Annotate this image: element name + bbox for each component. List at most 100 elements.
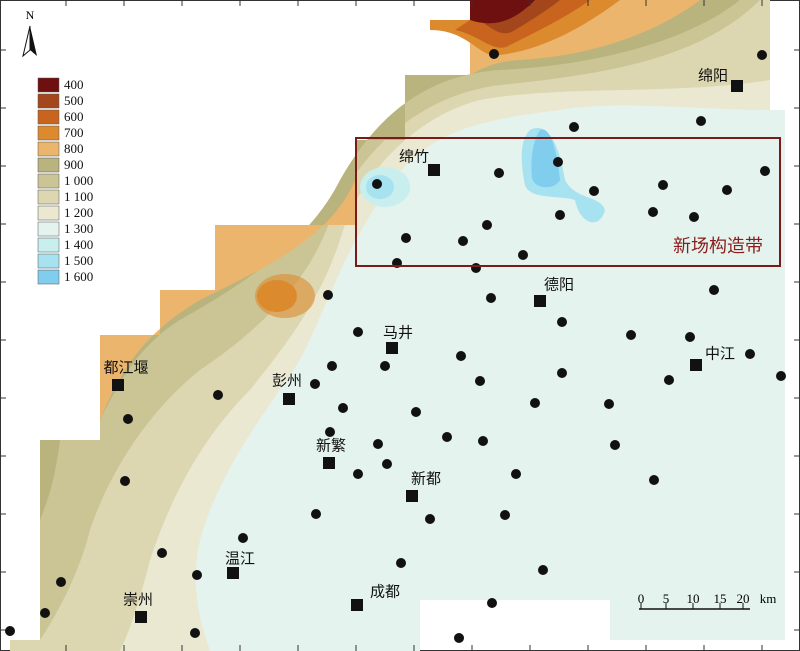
well [557, 368, 567, 378]
city-label: 成都 [370, 583, 400, 600]
scale-label: 0 [638, 591, 645, 606]
well [689, 212, 699, 222]
well [401, 233, 411, 243]
city-marker [283, 393, 295, 405]
legend-label: 1 200 [64, 205, 93, 220]
city-label: 温江 [225, 550, 255, 567]
well [475, 376, 485, 386]
city-label: 都江堰 [103, 359, 148, 376]
well [709, 285, 719, 295]
legend-swatch [37, 77, 60, 93]
contour-layers [10, 0, 785, 651]
well [123, 414, 133, 424]
city-marker [428, 164, 440, 176]
scale-label: 10 [687, 591, 700, 606]
legend-label: 1 400 [64, 237, 93, 252]
city-label: 绵竹 [399, 148, 429, 165]
well [327, 361, 337, 371]
band-1200 [10, 0, 770, 651]
legend-label: 600 [64, 109, 84, 124]
well [745, 349, 755, 359]
legend-label: 500 [64, 93, 84, 108]
well [489, 49, 499, 59]
well [776, 371, 786, 381]
legend-label: 400 [64, 77, 84, 92]
well [722, 185, 732, 195]
well [648, 207, 658, 217]
legend-swatch [37, 269, 60, 285]
band-700-blob [257, 280, 297, 312]
well [157, 548, 167, 558]
well [760, 166, 770, 176]
well [471, 263, 481, 273]
well [626, 330, 636, 340]
legend-label: 1 600 [64, 269, 93, 284]
well [411, 407, 421, 417]
well [538, 565, 548, 575]
legend-label: 700 [64, 125, 84, 140]
well [486, 293, 496, 303]
well [696, 116, 706, 126]
scale-label: 15 [714, 591, 727, 606]
city-label: 崇州 [123, 591, 153, 608]
well [425, 514, 435, 524]
well [40, 608, 50, 618]
legend-swatch [37, 109, 60, 125]
legend-swatch [37, 205, 60, 221]
city-marker [406, 490, 418, 502]
well [604, 399, 614, 409]
legend-swatch [37, 237, 60, 253]
city-marker [690, 359, 702, 371]
region-box [355, 137, 781, 267]
city-marker [323, 457, 335, 469]
city-marker [386, 342, 398, 354]
well [555, 210, 565, 220]
well [494, 168, 504, 178]
legend-swatch [37, 253, 60, 269]
well [454, 633, 464, 643]
city-label: 中江 [705, 345, 735, 362]
legend-label: 1 000 [64, 173, 93, 188]
city-label: 绵阳 [698, 67, 728, 84]
well [530, 398, 540, 408]
well [311, 509, 321, 519]
well [120, 476, 130, 486]
legend-swatch [37, 189, 60, 205]
well [482, 220, 492, 230]
city-label: 新都 [411, 470, 441, 487]
well [353, 327, 363, 337]
city-marker [534, 295, 546, 307]
well [382, 459, 392, 469]
well [442, 432, 452, 442]
city-marker [731, 80, 743, 92]
well [456, 351, 466, 361]
city-label: 新繁 [316, 437, 346, 454]
well [569, 122, 579, 132]
city-marker [227, 567, 239, 579]
legend-swatch [37, 173, 60, 189]
well [649, 475, 659, 485]
well [338, 403, 348, 413]
legend-label: 1 500 [64, 253, 93, 268]
city-marker [351, 599, 363, 611]
well [500, 510, 510, 520]
well [192, 570, 202, 580]
city-marker [135, 611, 147, 623]
well [380, 361, 390, 371]
city-label: 彭州 [272, 372, 302, 389]
well [589, 186, 599, 196]
well [323, 290, 333, 300]
legend-label: 1 100 [64, 189, 93, 204]
well [310, 379, 320, 389]
well [5, 626, 15, 636]
wells [5, 49, 786, 643]
well [372, 179, 382, 189]
region-label: 新场构造带 [673, 236, 763, 256]
scale-bar: 0 5 10 15 20 km [638, 591, 776, 610]
well [658, 180, 668, 190]
city-marker [112, 379, 124, 391]
well [557, 317, 567, 327]
scale-label: 5 [663, 591, 670, 606]
